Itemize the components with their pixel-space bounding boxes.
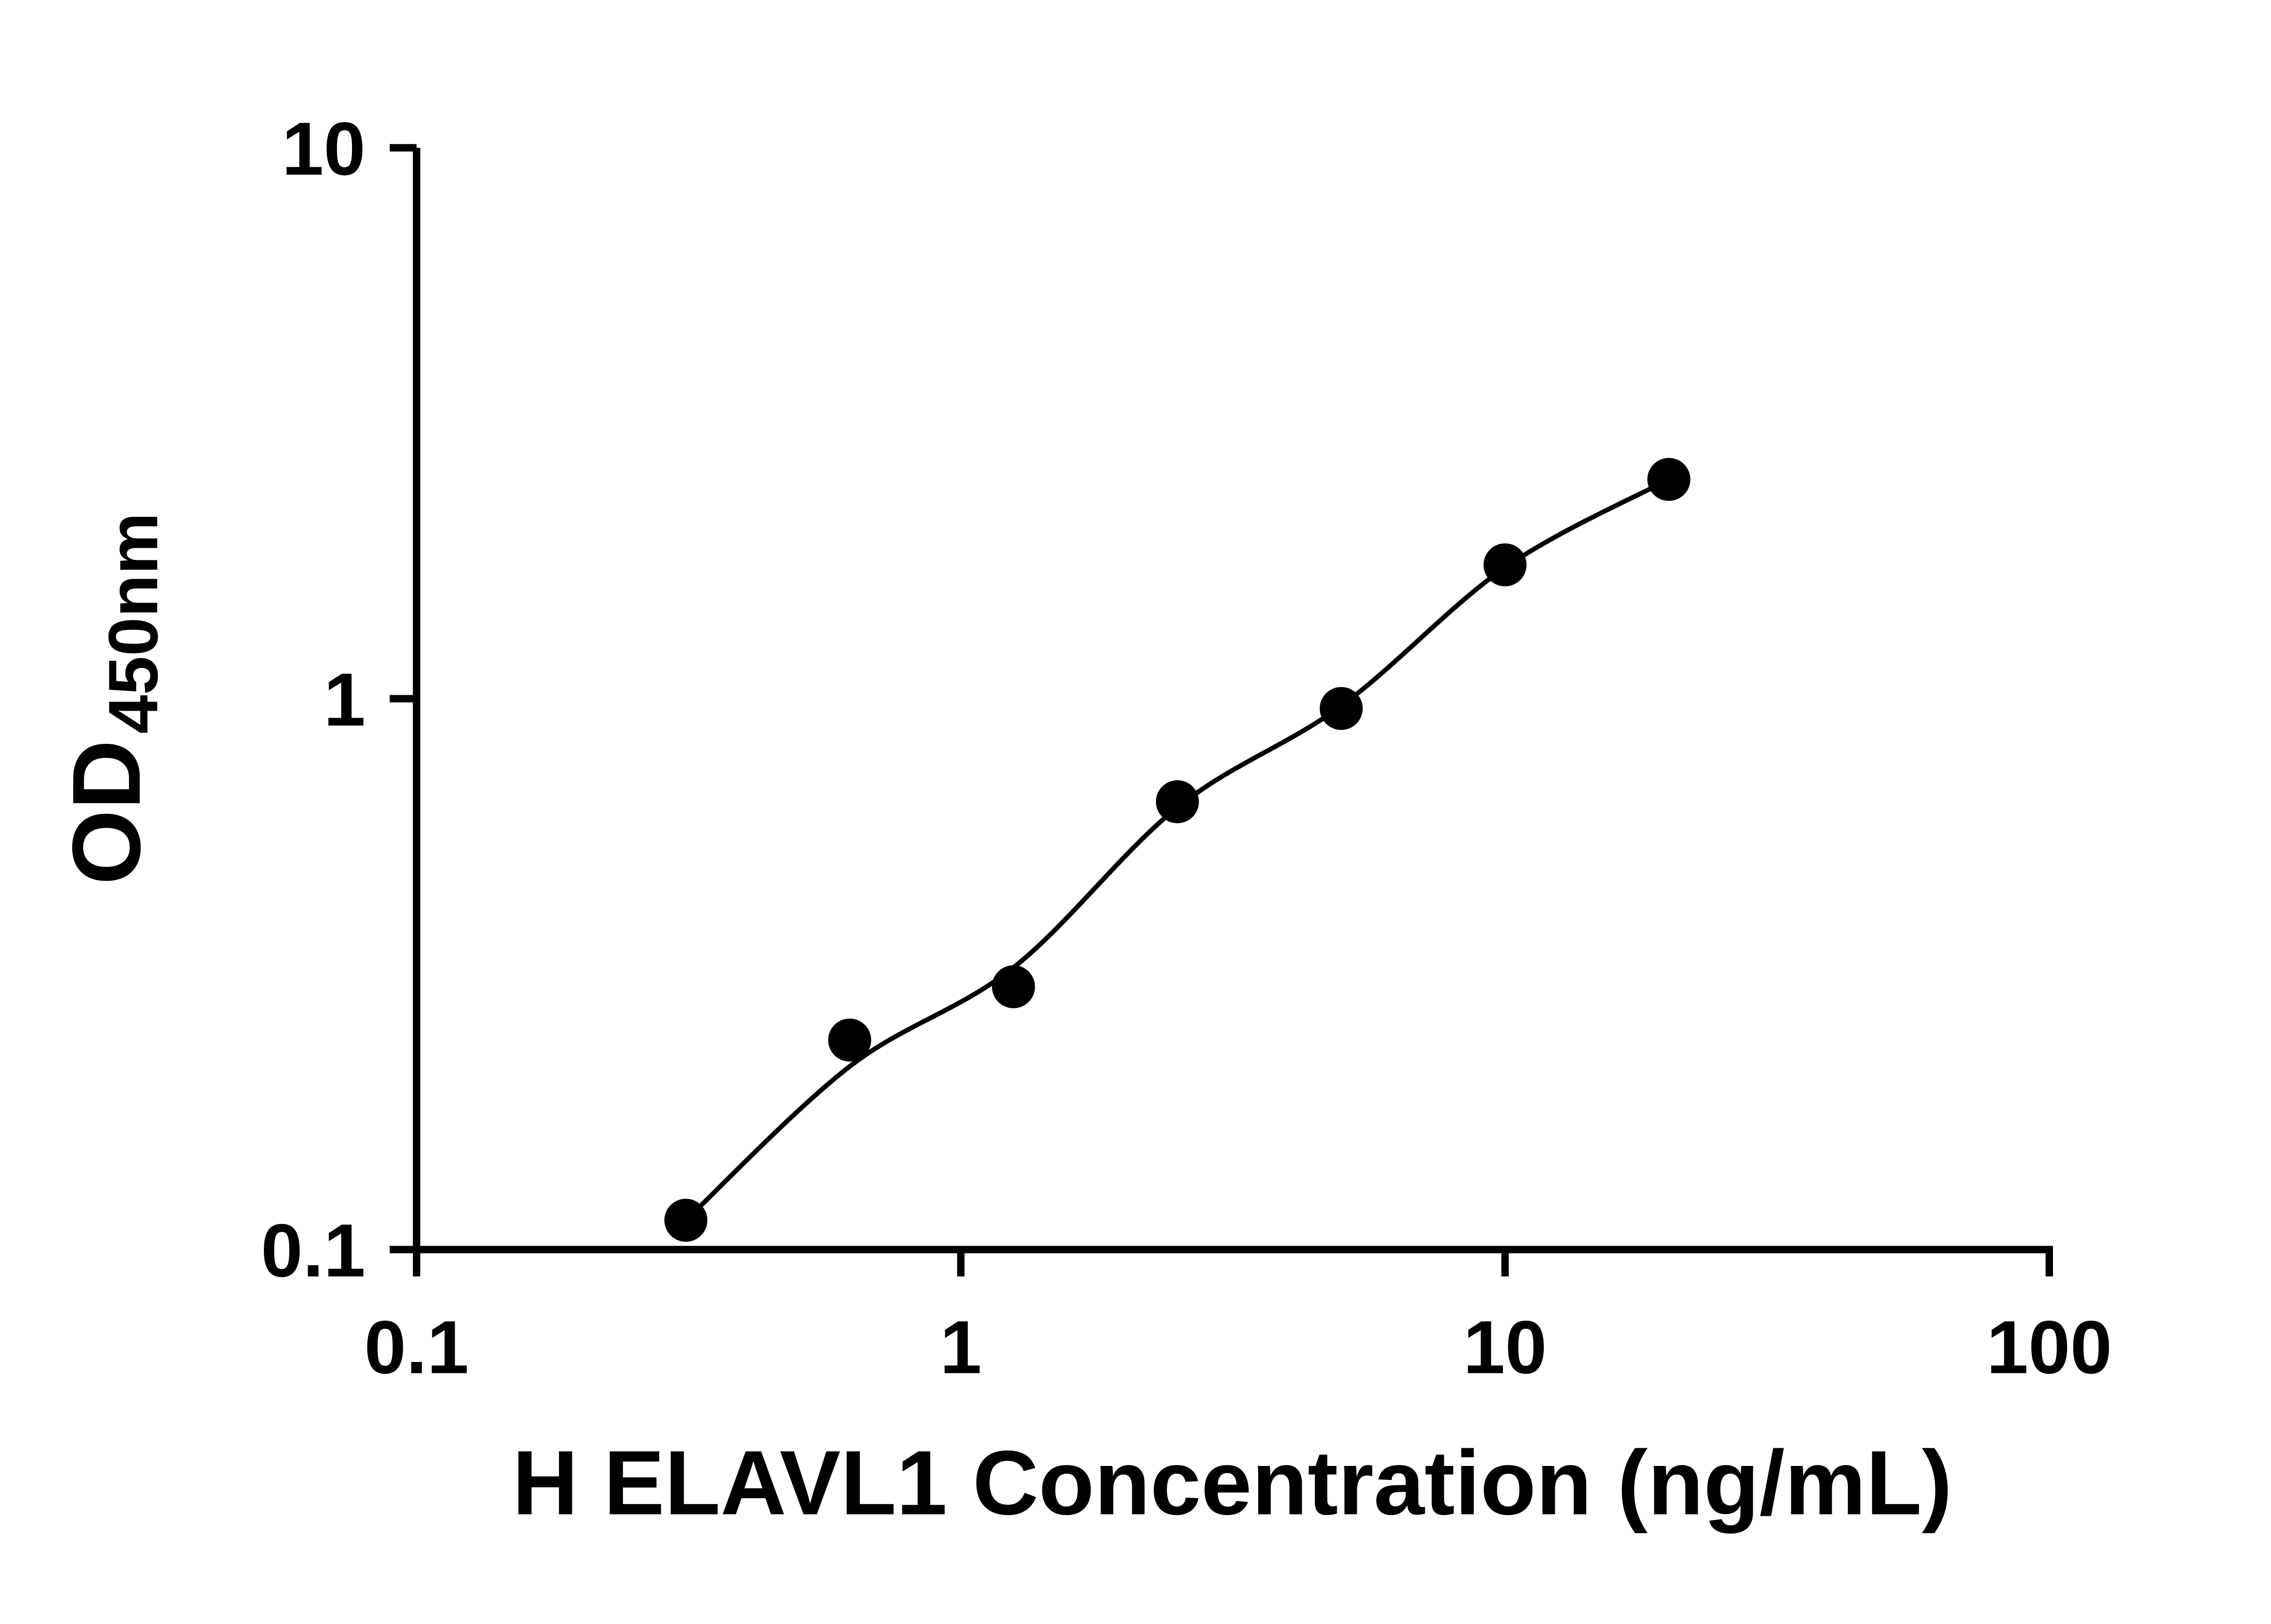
y-axis-title: OD 450nm: [53, 512, 172, 885]
y-axis-ticks: 0.1 1 10: [261, 107, 417, 1293]
x-axis-title: H ELAVL1 Concentration (ng/mL): [512, 1431, 1952, 1534]
x-tick-label: 0.1: [364, 1306, 469, 1390]
y-tick-label: 1: [324, 658, 366, 742]
data-point-markers: [664, 458, 1691, 1242]
y-axis-title-subscript: 450nm: [94, 512, 172, 733]
x-tick-label: 10: [1463, 1306, 1547, 1390]
data-point-marker: [1319, 687, 1363, 730]
x-axis-ticks: 0.1 1 10 100: [364, 1249, 2112, 1390]
x-tick-label: 1: [940, 1306, 982, 1390]
y-tick-label: 0.1: [261, 1209, 365, 1293]
data-point-marker: [992, 965, 1035, 1009]
data-point-marker: [1647, 458, 1691, 501]
data-point-marker: [1483, 543, 1527, 587]
data-point-marker: [664, 1198, 708, 1242]
data-point-marker: [828, 1018, 872, 1062]
data-point-marker: [1155, 780, 1199, 823]
y-tick-label: 10: [282, 107, 365, 191]
x-tick-label: 100: [1987, 1306, 2112, 1390]
y-axis-title-main: OD: [53, 740, 161, 885]
